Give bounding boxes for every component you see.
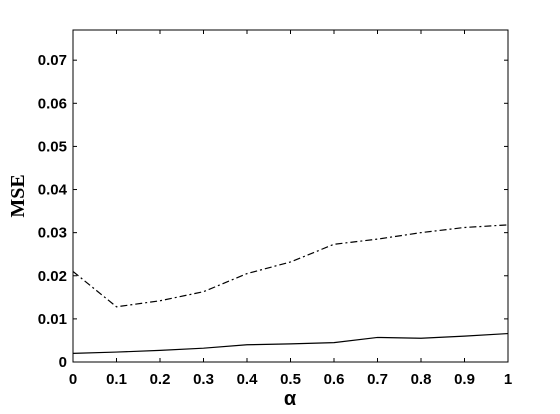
y-axis-label: MSE <box>7 174 29 217</box>
y-tick-label: 0.07 <box>38 52 67 69</box>
y-tick-label: 0.02 <box>38 268 67 285</box>
series-line <box>72 224 509 308</box>
x-tick-label: 0.3 <box>193 371 214 388</box>
x-tick-label: 0.4 <box>237 371 259 388</box>
series-line <box>72 332 509 354</box>
y-tick-label: 0.01 <box>38 311 67 328</box>
x-tick-label: 0.8 <box>411 371 432 388</box>
x-tick-label: 0.7 <box>367 371 388 388</box>
y-tick-label: 0.05 <box>38 138 67 155</box>
x-axis-label: α <box>284 388 297 410</box>
x-tick-label: 0.5 <box>280 371 301 388</box>
x-tick-label: 0.9 <box>454 371 475 388</box>
y-tick-label: 0 <box>59 354 67 371</box>
y-tick-label: 0.03 <box>38 225 67 242</box>
x-tick-label: 0.2 <box>150 371 171 388</box>
y-tick-label: 0.04 <box>38 182 68 199</box>
x-tick-label: 0 <box>69 371 77 388</box>
x-tick-label: 0.1 <box>106 371 127 388</box>
plot-frame <box>72 29 509 363</box>
y-tick-label: 0.06 <box>38 95 67 112</box>
x-tick-label: 1 <box>504 371 512 388</box>
x-tick-label: 0.6 <box>324 371 345 388</box>
